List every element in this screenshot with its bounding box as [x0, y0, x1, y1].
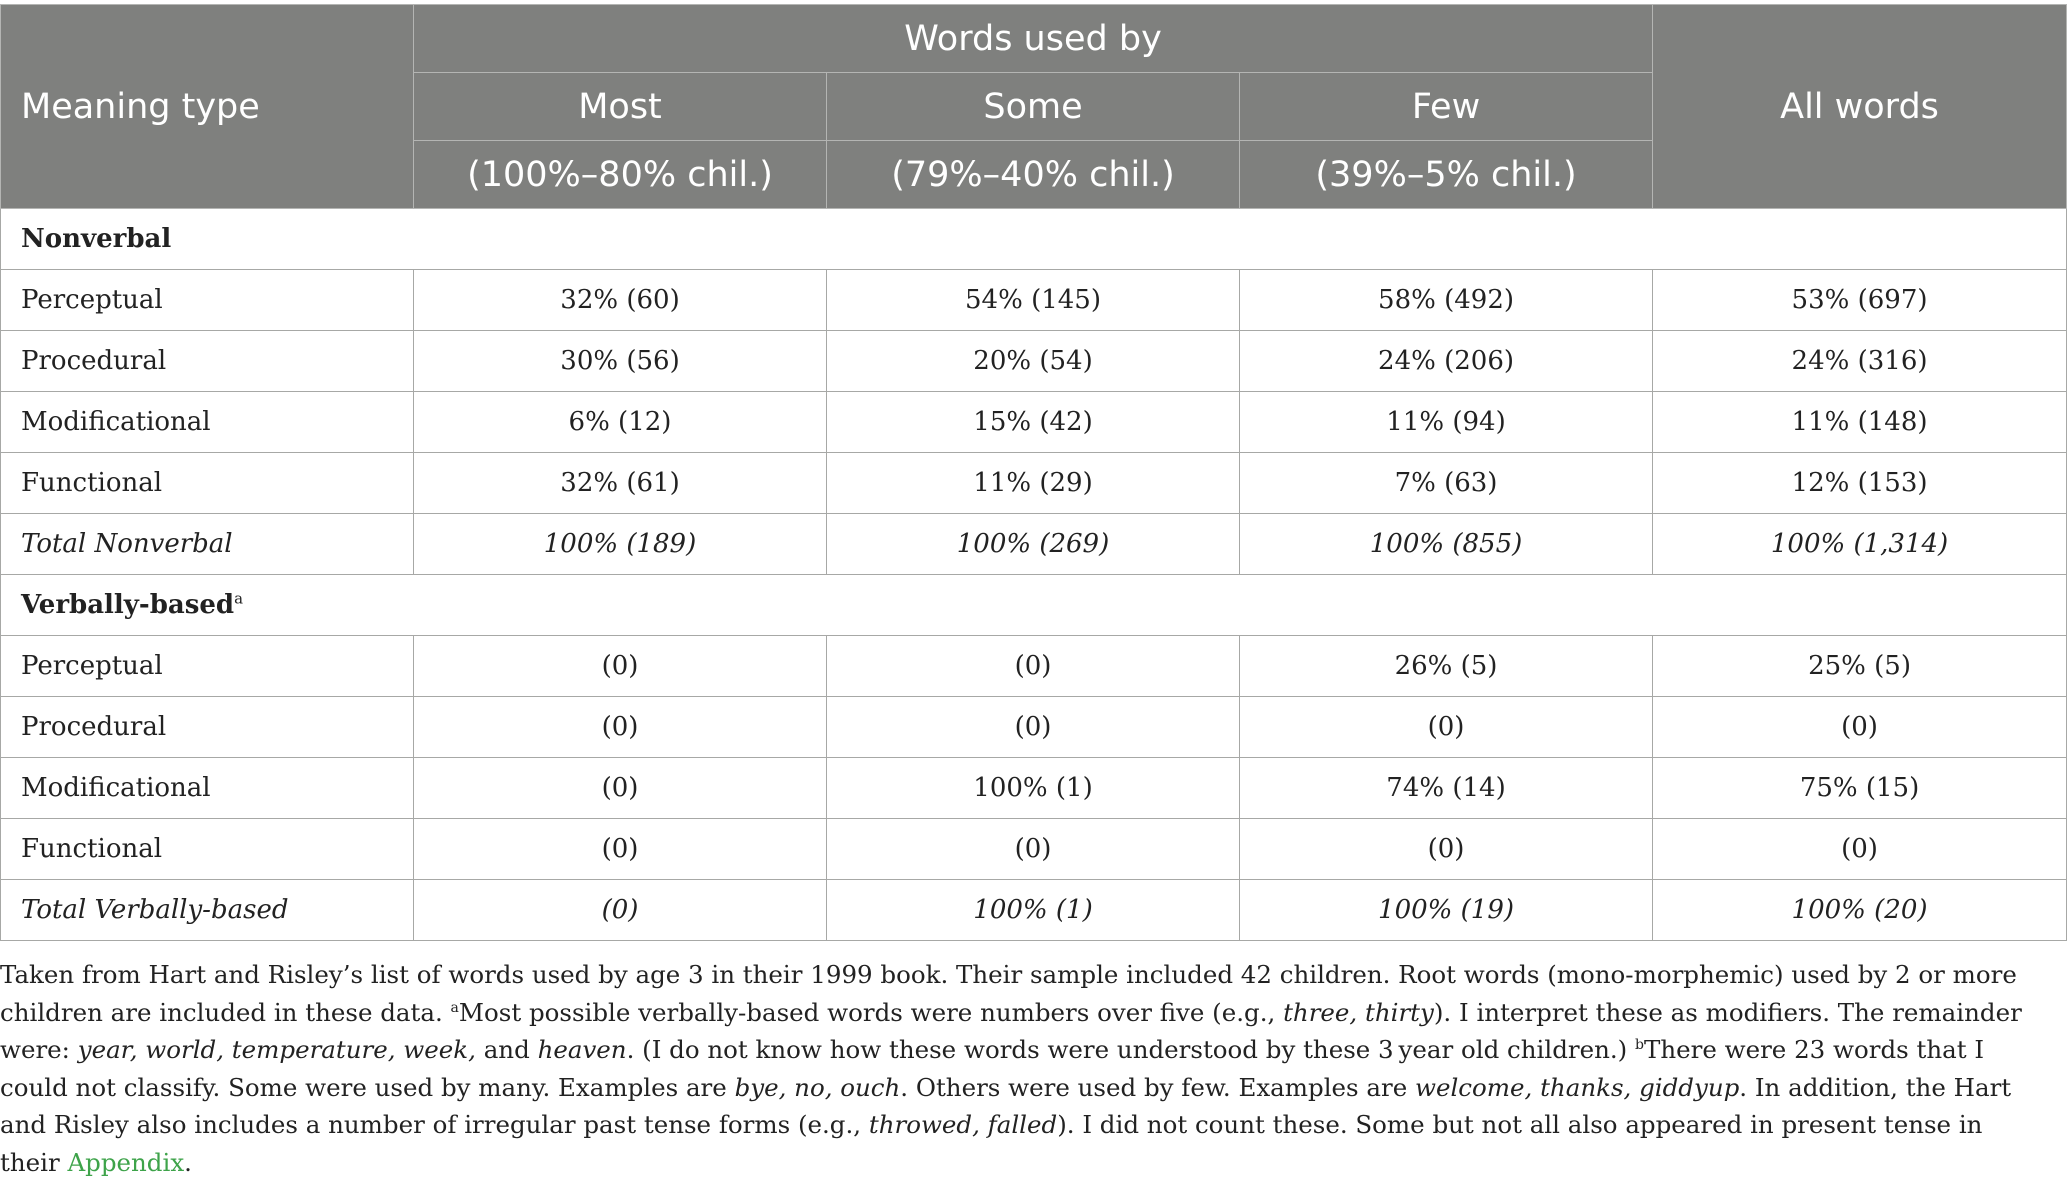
table-cell: 24% (316): [1652, 330, 2067, 392]
table-cell: (0): [413, 879, 827, 941]
row-label: Modificational: [0, 391, 414, 453]
row-label: Total Verbally-based: [0, 879, 414, 941]
words-table: Meaning type Words used by All words Mos…: [0, 4, 2067, 941]
section-row-verbally-based: Verbally-baseda: [0, 574, 2067, 636]
table-cell: (0): [826, 696, 1240, 758]
table-cell: 58% (492): [1238, 269, 1654, 331]
header-range-few: (39%–5% chil.): [1238, 140, 1654, 209]
table-cell: (0): [826, 818, 1240, 880]
table-header: Meaning type Words used by All words Mos…: [0, 4, 2067, 209]
header-range-some: (79%–40% chil.): [826, 140, 1240, 209]
footnote-mark: a: [234, 589, 244, 608]
table-cell: 100% (189): [413, 513, 827, 575]
table-row: Procedural 30% (56) 20% (54) 24% (206) 2…: [0, 330, 2067, 392]
header-words-used-by: Words used by: [412, 4, 1654, 73]
header-all-words: All words: [1652, 4, 2067, 209]
section-title: Nonverbal: [21, 224, 172, 254]
row-label: Functional: [0, 452, 414, 514]
table-cell: 20% (54): [826, 330, 1240, 392]
table-cell: (0): [413, 696, 827, 758]
table-body: Nonverbal Perceptual 32% (60) 54% (145) …: [0, 208, 2067, 941]
table-cell: 100% (855): [1238, 513, 1654, 575]
table-cell: (0): [1652, 696, 2067, 758]
table-cell: 100% (1): [826, 757, 1240, 819]
row-label: Procedural: [0, 696, 414, 758]
table-cell: (0): [1238, 818, 1654, 880]
footnote-mark-a: a: [450, 999, 459, 1016]
total-row: Total Nonverbal 100% (189) 100% (269) 10…: [0, 513, 2067, 575]
table-cell: 100% (269): [826, 513, 1240, 575]
table-cell: 6% (12): [413, 391, 827, 453]
row-label: Modificational: [0, 757, 414, 819]
footnote-mark-b: b: [1635, 1036, 1644, 1053]
appendix-link[interactable]: Appendix: [67, 1147, 185, 1177]
table-row: Procedural (0) (0) (0) (0): [0, 696, 2067, 758]
table-footnote: Taken from Hart and Risley’s list of wor…: [0, 960, 2022, 1177]
table-cell: 54% (145): [826, 269, 1240, 331]
table-cell: 100% (1,314): [1652, 513, 2067, 575]
table-row: Functional 32% (61) 11% (29) 7% (63) 12%…: [0, 452, 2067, 514]
section-title: Verbally-based: [21, 590, 235, 620]
table-cell: 11% (148): [1652, 391, 2067, 453]
table-cell: 15% (42): [826, 391, 1240, 453]
table-cell: (0): [826, 635, 1240, 697]
header-range-most: (100%–80% chil.): [413, 140, 827, 209]
table-cell: 11% (94): [1238, 391, 1654, 453]
table-cell: 100% (19): [1238, 879, 1654, 941]
table-row: Modificational (0) 100% (1) 74% (14) 75%…: [0, 757, 2067, 819]
header-group-few: Few: [1238, 72, 1654, 141]
table-cell: 30% (56): [413, 330, 827, 392]
row-label: Perceptual: [0, 269, 414, 331]
table-cell: 53% (697): [1652, 269, 2067, 331]
row-label: Total Nonverbal: [0, 513, 414, 575]
table-row: Modificational 6% (12) 15% (42) 11% (94)…: [0, 391, 2067, 453]
row-label: Procedural: [0, 330, 414, 392]
header-group-some: Some: [826, 72, 1240, 141]
table-row: Perceptual (0) (0) 26% (5) 25% (5): [0, 635, 2067, 697]
total-row: Total Verbally-based (0) 100% (1) 100% (…: [0, 879, 2067, 941]
header-meaning-type: Meaning type: [0, 4, 414, 209]
table-cell: 12% (153): [1652, 452, 2067, 514]
row-label: Functional: [0, 818, 414, 880]
table-cell: 7% (63): [1238, 452, 1654, 514]
row-label: Perceptual: [0, 635, 414, 697]
table-cell: 32% (60): [413, 269, 827, 331]
table-cell: (0): [1652, 818, 2067, 880]
table-cell: 74% (14): [1238, 757, 1654, 819]
table-cell: (0): [413, 757, 827, 819]
table-cell: 32% (61): [413, 452, 827, 514]
table-cell: 11% (29): [826, 452, 1240, 514]
section-row-nonverbal: Nonverbal: [0, 208, 2067, 270]
table-cell: 100% (20): [1652, 879, 2067, 941]
table-cell: 26% (5): [1238, 635, 1654, 697]
table-cell: (0): [413, 818, 827, 880]
table-cell: (0): [1238, 696, 1654, 758]
table-cell: 100% (1): [826, 879, 1240, 941]
page: Meaning type Words used by All words Mos…: [0, 4, 2067, 1177]
table-row: Functional (0) (0) (0) (0): [0, 818, 2067, 880]
table-cell: (0): [413, 635, 827, 697]
table-cell: 24% (206): [1238, 330, 1654, 392]
table-row: Perceptual 32% (60) 54% (145) 58% (492) …: [0, 269, 2067, 331]
header-group-most: Most: [413, 72, 827, 141]
table-cell: 75% (15): [1652, 757, 2067, 819]
table-cell: 25% (5): [1652, 635, 2067, 697]
